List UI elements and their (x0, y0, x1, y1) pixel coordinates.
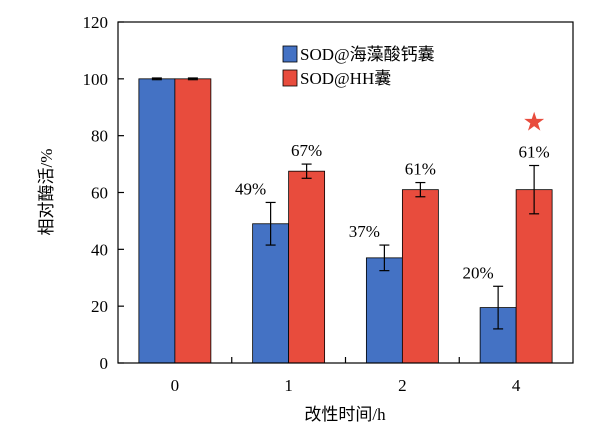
y-tick-label: 20 (91, 297, 108, 316)
data-label: 67% (291, 141, 322, 160)
bar-series-2-0 (174, 78, 212, 364)
bar-series-2-4 (515, 189, 553, 364)
bar-series-1-1 (252, 223, 290, 364)
data-label: 49% (235, 179, 266, 198)
y-tick-label: 0 (100, 354, 109, 373)
legend: SOD@海藻酸钙囊 SOD@HH囊 (282, 45, 435, 88)
bar-series-1-0 (138, 78, 176, 364)
y-tick-label: 80 (91, 127, 108, 146)
y-tick-label: 120 (83, 13, 109, 32)
ticks-layer: 0 20 40 60 80 100 120 0 1 2 4 (83, 13, 521, 395)
x-tick-label: 1 (284, 376, 293, 395)
bar-series-1-2 (365, 257, 403, 364)
legend-label-series-2: SOD@HH囊 (300, 69, 391, 88)
star-annotation: ★ (522, 108, 545, 138)
data-label: 61% (519, 143, 550, 162)
error-bars-layer (151, 77, 540, 330)
y-tick-label: 100 (83, 70, 109, 89)
data-labels-layer: 49% 37% 20% 67% 61% 61% (235, 141, 550, 282)
x-axis-title: 改性时间/h (304, 405, 386, 424)
data-label: 20% (463, 263, 494, 282)
legend-label-series-1: SOD@海藻酸钙囊 (300, 45, 435, 64)
data-label: 37% (349, 222, 380, 241)
x-tick-label: 2 (398, 376, 407, 395)
bar-series-2-2 (401, 189, 439, 364)
x-tick-label: 4 (512, 376, 521, 395)
y-tick-label: 60 (91, 184, 108, 203)
x-tick-label: 0 (171, 376, 180, 395)
legend-swatch-series-2 (282, 69, 298, 87)
y-axis-title: 相对酶活/% (37, 149, 56, 236)
y-tick-label: 40 (91, 240, 108, 259)
legend-swatch-series-1 (282, 45, 298, 63)
bar-series-2-1 (288, 170, 326, 364)
data-label: 61% (405, 160, 436, 179)
bars-layer (138, 78, 553, 364)
